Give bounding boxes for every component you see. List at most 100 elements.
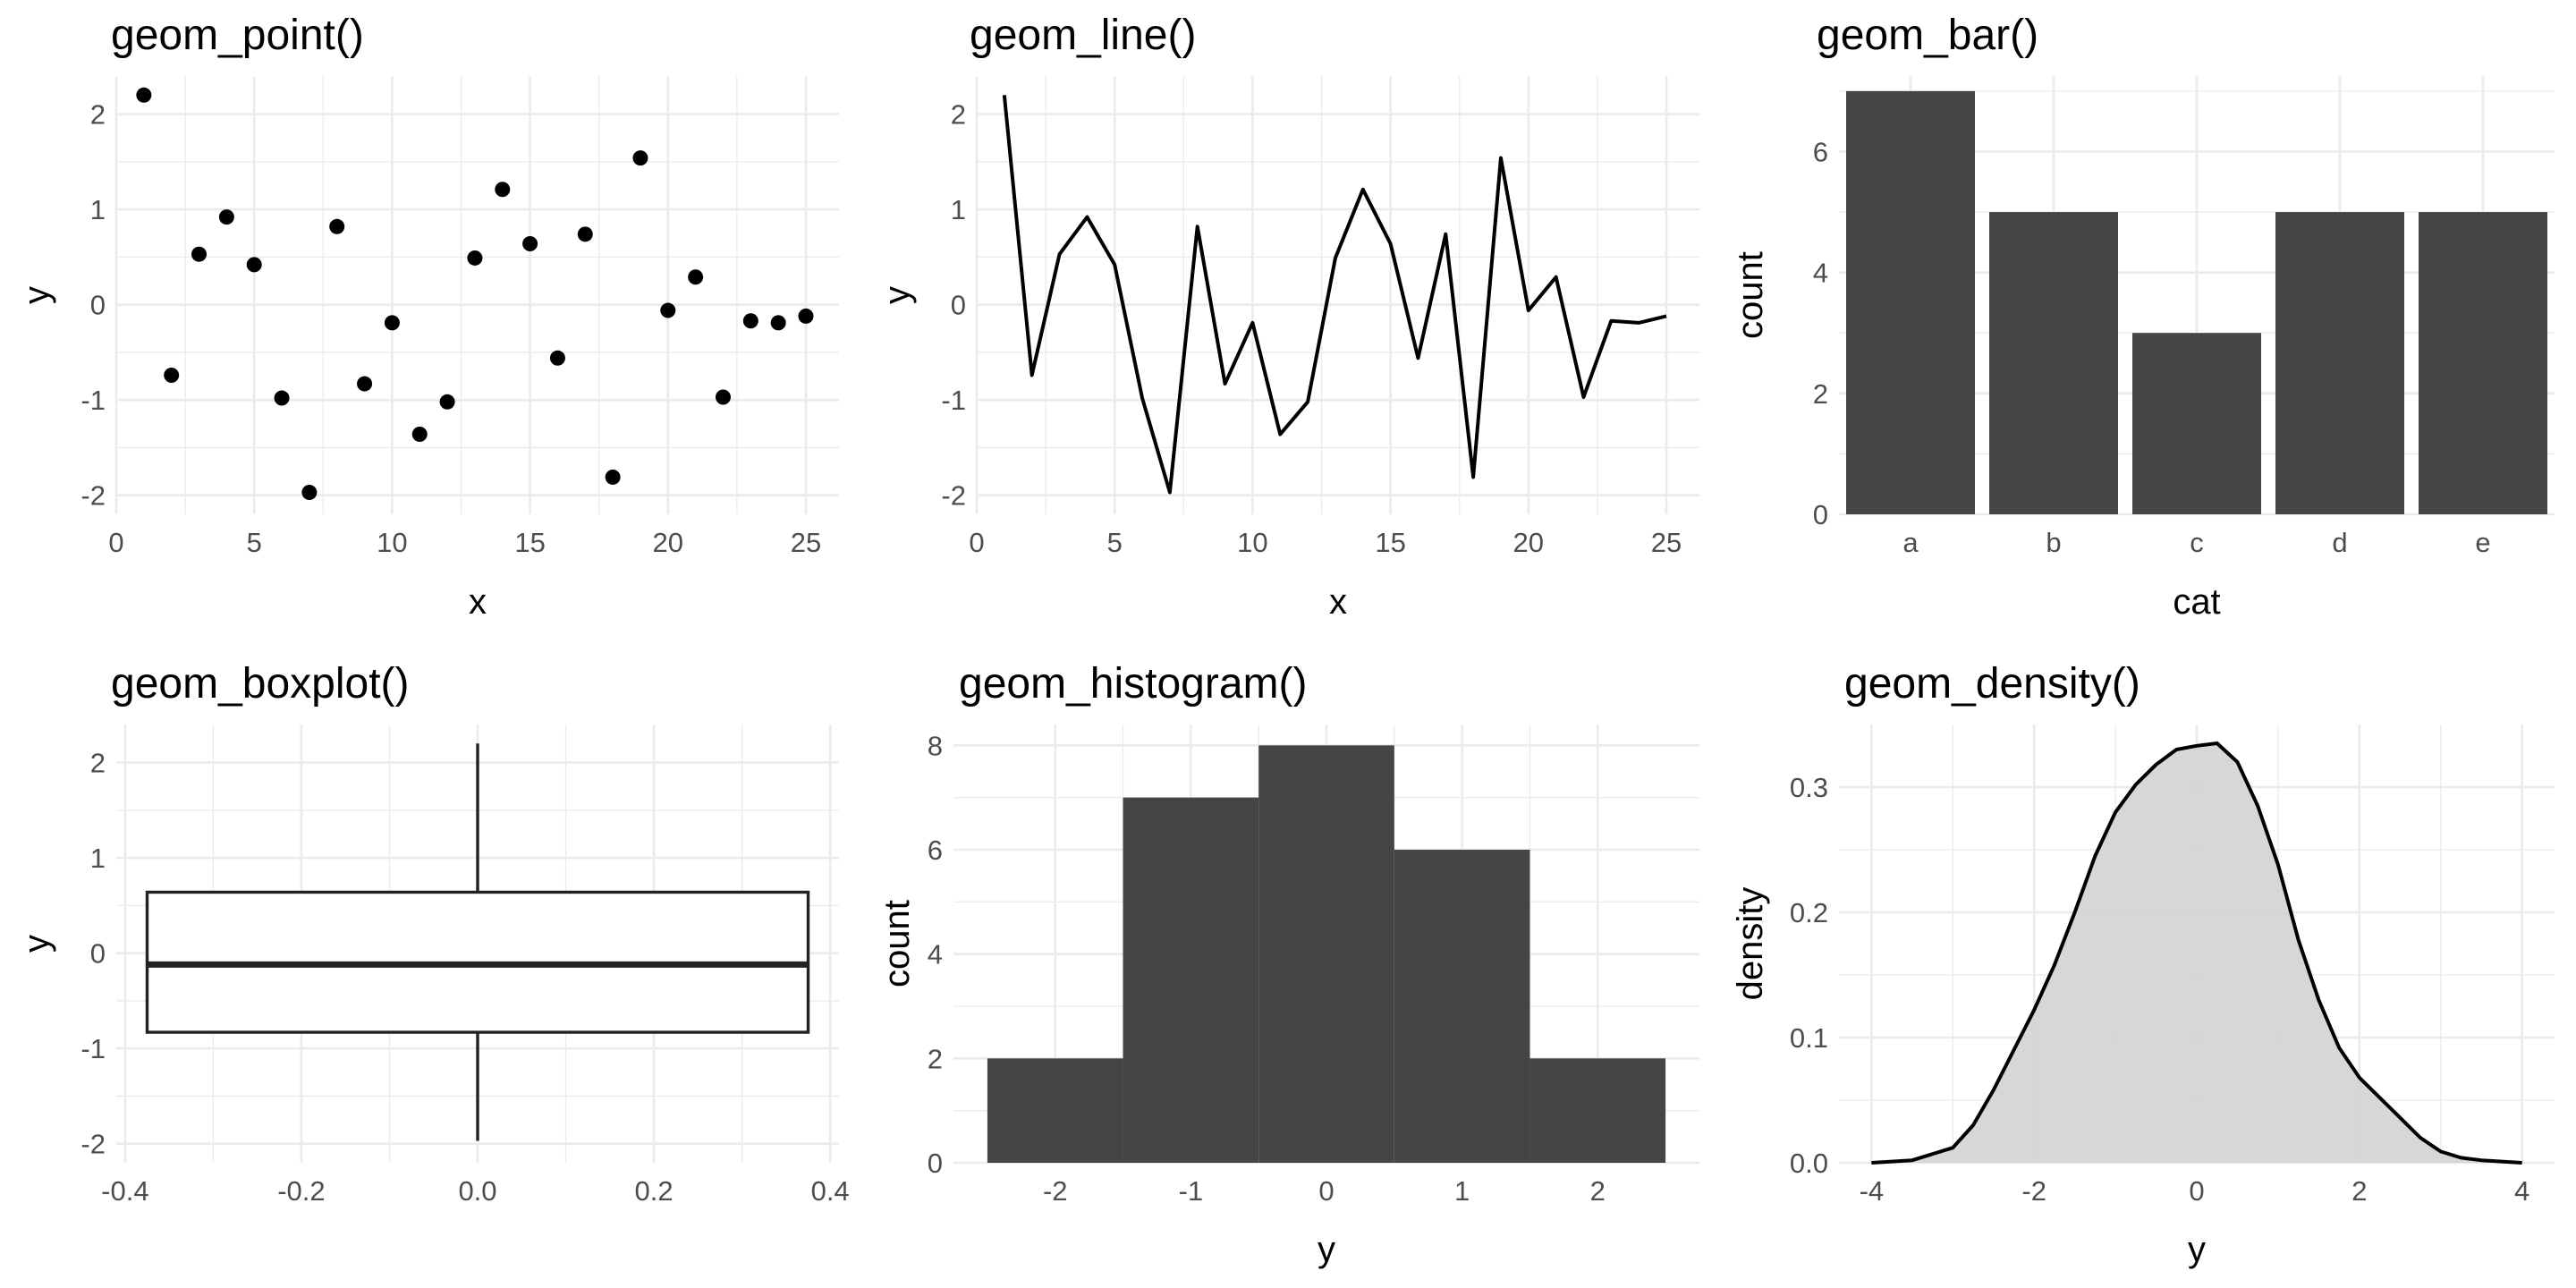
y-axis-title: density (1731, 887, 1770, 1001)
bar-a (1846, 90, 1975, 515)
x-tick-label: e (2475, 527, 2490, 558)
x-tick-label: 0.2 (635, 1175, 674, 1207)
panel-geom-histogram: -2 -1 0 1 2 0 2 4 6 8 geom_histogram()y count (877, 660, 1699, 1269)
data-point (549, 350, 565, 366)
x-tick-label: 0 (2189, 1175, 2204, 1207)
x-tick-label: d (2332, 527, 2347, 558)
y-tick-label: 2 (951, 99, 966, 131)
histogram-bin (1258, 745, 1394, 1163)
y-axis-title: y (17, 286, 56, 304)
data-point (164, 367, 180, 383)
y-tick-label: 0 (951, 290, 966, 321)
bar-d (2275, 212, 2404, 514)
y-tick-label: 0.0 (1790, 1148, 1828, 1179)
x-tick-label: 10 (377, 527, 407, 558)
x-axis-title: y (2188, 1230, 2206, 1269)
y-tick-label: 2 (1813, 378, 1828, 410)
data-point (605, 469, 621, 485)
y-tick-label: 1 (90, 194, 106, 225)
data-point (577, 226, 593, 242)
data-point (246, 257, 262, 273)
panel-geom-boxplot: -0.4 -0.2 0.0 0.2 0.4 -2 -1 0 1 2 geom_boxplot()y (17, 660, 850, 1207)
x-axis-title: y (1318, 1230, 1335, 1269)
x-tick-label: 0.0 (458, 1175, 496, 1207)
data-point (191, 246, 208, 262)
y-tick-label: 0 (90, 938, 106, 970)
y-tick-label: 2 (90, 748, 106, 779)
y-tick-label: 0 (1813, 499, 1828, 530)
plot-title: geom_boxplot() (111, 660, 410, 708)
x-tick-label: 5 (1107, 527, 1123, 558)
data-point (439, 394, 455, 410)
histogram-bin (1394, 850, 1530, 1163)
panel-geom-point: 0 5 10 15 20 25 -2 -1 0 1 2 geom_point()x y (17, 12, 839, 622)
x-tick-label: 0.4 (811, 1175, 850, 1207)
y-axis-title: count (1731, 251, 1770, 339)
y-tick-label: 1 (951, 194, 966, 225)
y-tick-label: 2 (928, 1043, 943, 1074)
data-point (467, 250, 483, 266)
plot-title: geom_line() (970, 12, 1196, 59)
x-tick-label: 20 (1513, 527, 1544, 558)
plot-title: geom_point() (111, 12, 364, 59)
bar-b (1989, 212, 2118, 514)
y-tick-label: 4 (1813, 258, 1828, 289)
x-tick-label: -0.4 (101, 1175, 148, 1207)
x-tick-label: 10 (1237, 527, 1267, 558)
x-tick-label: 20 (653, 527, 683, 558)
x-tick-label: 15 (514, 527, 545, 558)
data-point (660, 302, 676, 318)
data-point (136, 87, 152, 103)
y-tick-label: -2 (941, 480, 966, 512)
data-point (632, 150, 648, 166)
panel-geom-density: -4 -2 0 2 4 0.0 0.1 0.2 0.3 geom_density()y densit… (1731, 660, 2555, 1269)
y-tick-label: 0.1 (1790, 1022, 1828, 1054)
data-point (798, 308, 814, 324)
x-tick-label: 2 (1590, 1175, 1606, 1207)
y-tick-label: 8 (928, 730, 943, 761)
y-axis-title: y (17, 935, 56, 953)
x-axis-title: cat (2173, 582, 2220, 622)
y-axis-title: count (877, 900, 917, 987)
x-tick-label: -2 (2021, 1175, 2046, 1207)
x-tick-label: 2 (2351, 1175, 2367, 1207)
x-tick-label: -0.2 (277, 1175, 325, 1207)
x-tick-label: 25 (1651, 527, 1682, 558)
plot-title: geom_bar() (1817, 12, 2038, 59)
y-tick-label: 6 (928, 835, 943, 866)
plot-title: geom_density() (1844, 660, 2140, 708)
data-point (329, 218, 345, 234)
y-tick-label: 2 (90, 99, 106, 131)
y-tick-label: -2 (80, 1129, 106, 1160)
data-point (411, 427, 428, 443)
bar-e (2419, 212, 2547, 514)
x-tick-label: 0 (969, 527, 984, 558)
y-tick-label: 0 (928, 1148, 943, 1179)
y-tick-label: 4 (928, 939, 943, 970)
x-tick-label: 1 (1454, 1175, 1470, 1207)
x-axis-title: x (469, 582, 487, 622)
data-point (495, 182, 511, 198)
plot-title: geom_histogram() (959, 660, 1307, 708)
histogram-bin (1530, 1058, 1666, 1163)
data-point (218, 209, 234, 225)
x-tick-label: a (1902, 527, 1919, 558)
x-axis-title: x (1329, 582, 1347, 622)
x-tick-label: 15 (1375, 527, 1405, 558)
histogram-bin (1123, 797, 1259, 1163)
panel-geom-line: 0 5 10 15 20 25 -2 -1 0 1 2 geom_line()x y (877, 12, 1699, 622)
y-axis-title: y (877, 286, 917, 304)
x-tick-label: 0 (108, 527, 123, 558)
y-tick-label: -1 (941, 385, 966, 416)
data-point (274, 390, 290, 406)
x-tick-label: -4 (1860, 1175, 1885, 1207)
density-curve (1871, 741, 2522, 1165)
data-point (688, 269, 704, 285)
x-tick-label: 4 (2514, 1175, 2529, 1207)
data-point (715, 389, 731, 405)
series-line (1002, 95, 1667, 495)
histogram-bin (987, 1058, 1123, 1163)
data-point (301, 485, 318, 500)
y-tick-label: -2 (80, 480, 106, 512)
